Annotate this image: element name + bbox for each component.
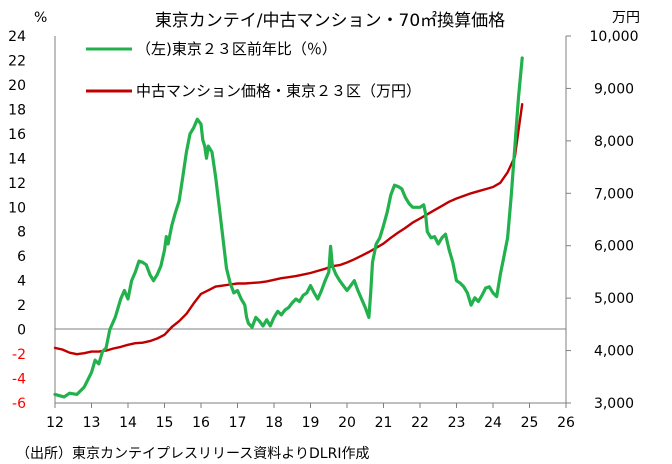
y-right-tick-label: 3,000: [594, 396, 634, 412]
y-left-tick-label: 2: [17, 298, 26, 314]
x-tick-label: 26: [557, 415, 575, 431]
x-tick-label: 25: [521, 415, 539, 431]
x-tick-label: 14: [119, 415, 137, 431]
y-right-unit: 万円: [612, 10, 640, 26]
source-note: （出所）東京カンテイプレスリリース資料よりDLRI作成: [16, 446, 369, 462]
legend-label-growth: （左)東京２３区前年比（％）: [136, 40, 337, 58]
y-left-tick-label: 6: [17, 249, 26, 265]
legend-label-price: 中古マンション価格・東京２３区（万円）: [136, 82, 421, 100]
x-tick-label: 16: [192, 415, 210, 431]
x-tick-label: 23: [448, 415, 466, 431]
series-layer: [53, 56, 524, 399]
y-left-unit: %: [34, 10, 47, 26]
x-tick-label: 20: [338, 415, 356, 431]
legend: （左)東京２３区前年比（％） 中古マンション価格・東京２３区（万円）: [86, 40, 421, 100]
y-left-tick-label: 4: [17, 274, 26, 290]
y-right-tick-label: 8,000: [594, 134, 634, 150]
y-left-tick-label: 24: [8, 29, 26, 45]
y-left-tick-label: -6: [12, 396, 26, 412]
x-tick-label: 22: [411, 415, 429, 431]
y-right-tick-label: 4,000: [594, 344, 634, 360]
y-left-tick-label: 0: [17, 323, 26, 339]
x-tick-label: 21: [375, 415, 393, 431]
y-right-tick-label: 10,000: [590, 29, 639, 45]
x-tick-label: 12: [46, 415, 64, 431]
y-right-tick-label: 9,000: [594, 81, 634, 97]
y-left-tick-label: 14: [8, 151, 26, 167]
series-line-growth: [53, 56, 524, 399]
y-left-tick-label: 10: [8, 200, 26, 216]
y-right-tick-label: 5,000: [594, 291, 634, 307]
x-tick-label: 24: [484, 415, 502, 431]
x-tick-label: 17: [229, 415, 247, 431]
y-left-tick-label: 8: [17, 225, 26, 241]
y-left-tick-label: 16: [8, 127, 26, 143]
y-left-tick-label: 12: [8, 176, 26, 192]
x-ticks: 12 13 14 15 16 17 18 19 20 21 22 23 24 25 26: [46, 403, 575, 431]
x-tick-label: 13: [83, 415, 101, 431]
y-right-tick-label: 7,000: [594, 186, 634, 202]
series-line-price: [53, 103, 524, 356]
x-tick-label: 15: [156, 415, 174, 431]
y-left-tick-label: 18: [8, 102, 26, 118]
x-tick-label: 19: [302, 415, 320, 431]
y-left-tick-label: 20: [8, 78, 26, 94]
y-right-tick-label: 6,000: [594, 239, 634, 255]
chart-title: 東京カンテイ/中古マンション・70㎡換算価格: [155, 11, 505, 31]
y-left-tick-label: -4: [12, 372, 26, 388]
y-left-tick-label: 22: [8, 53, 26, 69]
y-right-ticks: 10,000 9,000 8,000 7,000 6,000 5,000 4,000 3,00…: [566, 29, 639, 412]
y-left-tick-label: -2: [12, 347, 26, 363]
x-tick-label: 18: [265, 415, 283, 431]
